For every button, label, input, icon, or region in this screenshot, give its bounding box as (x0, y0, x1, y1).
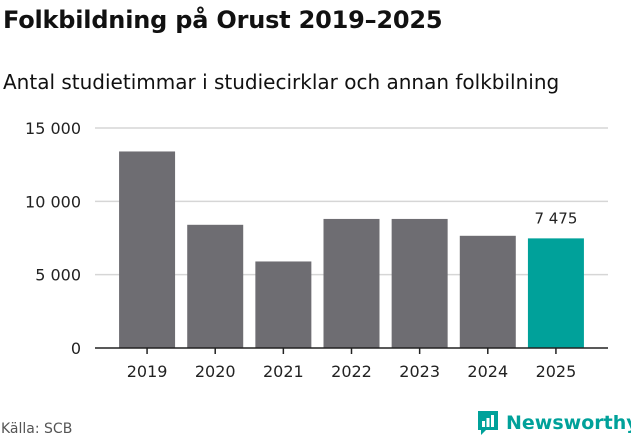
brand-logo: Newsworthy (476, 408, 631, 438)
data-label: 7 475 (534, 209, 577, 227)
x-tick-label: 2021 (263, 362, 304, 381)
x-tick-label: 2022 (331, 362, 372, 381)
bar (255, 261, 312, 348)
source-note: Källa: SCB (1, 421, 73, 437)
y-tick-label: 10 000 (25, 192, 81, 211)
x-tick-label: 2020 (195, 362, 236, 381)
brand-name: Newsworthy (506, 412, 631, 434)
bar (187, 224, 244, 348)
x-tick-label: 2025 (536, 362, 577, 381)
bar (391, 218, 448, 348)
chart-title: Folkbildning på Orust 2019–2025 (3, 6, 443, 34)
y-tick-label: 15 000 (25, 119, 81, 138)
bar (119, 151, 176, 348)
newsworthy-logo-icon (478, 411, 498, 435)
y-tick-label: 0 (71, 339, 81, 358)
bar (323, 218, 380, 348)
x-tick-label: 2019 (127, 362, 168, 381)
x-tick-label: 2024 (467, 362, 508, 381)
bar (459, 235, 516, 348)
x-tick-label: 2023 (399, 362, 440, 381)
bar (527, 238, 584, 348)
chart-subtitle: Antal studietimmar i studiecirklar och a… (3, 70, 560, 94)
bar-chart: 0 5 000 10 000 15 000 2019 2020 2021 2022 2023 20… (25, 119, 608, 381)
y-tick-label: 5 000 (35, 266, 81, 285)
